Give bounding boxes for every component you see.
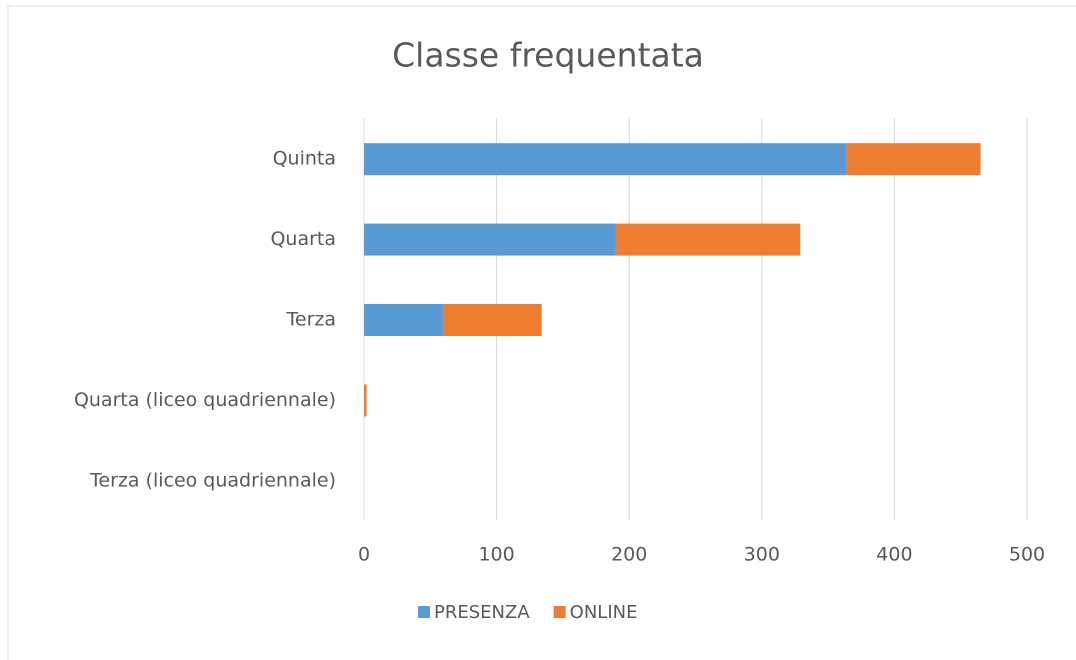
y-tick-label: Terza (liceo quadriennale) [89,469,336,491]
x-tick-label: 100 [478,544,514,566]
chart-title: Classe frequentata [392,36,704,75]
bar-segment [846,143,981,176]
chart-frame [7,5,1076,660]
bar-segment [364,223,616,256]
y-tick-label: Terza [286,309,337,331]
x-tick-label: 0 [358,544,370,566]
x-tick-label: 400 [876,544,912,566]
legend-label: ONLINE [570,602,638,623]
legend-swatch [553,606,566,618]
bar-segment [364,143,847,176]
bar-segment [443,304,542,336]
legend-label: PRESENZA [434,602,530,623]
bar-segment [364,304,444,336]
x-tick-label: 300 [744,544,780,566]
bar-segment [364,384,367,417]
legend-swatch [418,606,430,618]
x-tick-label: 200 [611,544,647,566]
y-tick-label: Quarta (liceo quadriennale) [74,389,336,411]
y-tick-label: Quarta [270,228,336,250]
x-tick-label: 500 [1009,544,1045,566]
bar-segment [615,223,801,256]
y-tick-label: Quinta [273,148,336,170]
